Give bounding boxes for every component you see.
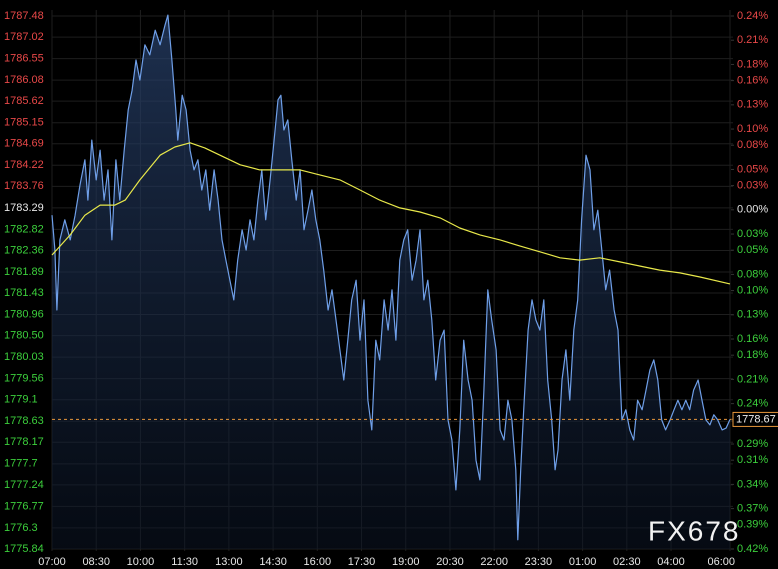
y-tick-label: 1777.7 — [4, 458, 38, 470]
y2-tick-label: 0.08% — [737, 139, 768, 151]
y2-tick-label: 0.37% — [737, 503, 768, 515]
y2-tick-label: 0.39% — [737, 519, 768, 531]
y2-tick-label: 0.05% — [737, 163, 768, 175]
y2-tick-label: 0.16% — [737, 333, 768, 345]
y2-tick-label: 0.05% — [737, 244, 768, 256]
y-tick-label: 1786.08 — [4, 74, 44, 86]
y2-tick-label: 0.21% — [737, 34, 768, 46]
y2-tick-label: 0.24% — [737, 10, 768, 22]
y2-tick-label: 0.18% — [737, 58, 768, 70]
x-tick-label: 13:00 — [215, 556, 243, 568]
y2-tick-label: 0.03% — [737, 228, 768, 240]
x-tick-label: 19:00 — [392, 556, 420, 568]
x-tick-label: 11:30 — [171, 556, 198, 568]
axes: 1787.48 1787.02 1786.55 1786.08 1785.62 1785.… — [4, 10, 778, 568]
y2-tick-label: 0.21% — [737, 373, 768, 385]
y2-tick-label: 0.24% — [737, 398, 768, 410]
y-tick-label: 1780.03 — [4, 351, 44, 363]
y2-tick-label: 0.29% — [737, 438, 768, 450]
y-tick-label: 1782.36 — [4, 244, 44, 256]
y2-tick-label: 0.00% — [737, 204, 768, 216]
y-tick-label: 1779.1 — [4, 394, 38, 406]
y2-tick-label: 0.13% — [737, 99, 768, 111]
x-tick-label: 17:30 — [348, 556, 376, 568]
y2-tick-label: 0.10% — [737, 123, 768, 135]
y-tick-label: 1776.77 — [4, 500, 44, 512]
y-tick-label: 1779.56 — [4, 373, 44, 385]
last-price-label: 1778.67 — [736, 413, 776, 425]
y-tick-label: 1784.69 — [4, 138, 44, 150]
x-tick-label: 02:30 — [613, 556, 641, 568]
x-tick-label: 10:00 — [127, 556, 155, 568]
y-tick-label: 1784.22 — [4, 159, 44, 171]
x-tick-label: 20:30 — [436, 556, 464, 568]
y-tick-label: 1780.50 — [4, 330, 44, 342]
y-tick-label: 1782.82 — [4, 223, 44, 235]
y2-tick-label: 0.03% — [737, 179, 768, 191]
y-tick-label: 1783.76 — [4, 180, 44, 192]
y-tick-label: 1785.15 — [4, 117, 44, 129]
y2-tick-label: 0.31% — [737, 454, 768, 466]
y-tick-label: 1786.55 — [4, 52, 44, 64]
y-tick-label: 1785.62 — [4, 95, 44, 107]
price-line — [51, 14, 731, 541]
y2-tick-label: 0.42% — [737, 543, 768, 555]
last-price-box — [732, 411, 778, 427]
x-tick-label: 16:00 — [304, 556, 332, 568]
x-tick-label: 07:00 — [38, 556, 66, 568]
y-tick-label: 1776.3 — [4, 522, 38, 534]
y2-tick-label: 0.10% — [737, 284, 768, 296]
y-tick-label: 1781.89 — [4, 266, 44, 278]
x-tick-label: 08:30 — [82, 556, 110, 568]
y2-tick-label: 0.18% — [737, 349, 768, 361]
y2-tick-label: 0.16% — [737, 75, 768, 87]
y-tick-label: 1777.24 — [4, 479, 44, 491]
average-line — [51, 142, 731, 285]
watermark: FX678 — [648, 515, 741, 546]
x-tick-label: 22:00 — [480, 556, 508, 568]
y-tick-label: 1778.63 — [4, 415, 44, 427]
y-tick-label: 1775.84 — [4, 543, 44, 555]
x-tick-label: 23:30 — [525, 556, 553, 568]
y2-tick-label: 0.13% — [737, 309, 768, 321]
x-tick-label: 14:30 — [259, 556, 287, 568]
plot — [51, 14, 733, 550]
x-tick-label: 04:00 — [657, 556, 685, 568]
y-tick-label: 1781.43 — [4, 287, 44, 299]
y-tick-label: 1780.96 — [4, 308, 44, 320]
y-tick-label: 1778.17 — [4, 436, 44, 448]
x-tick-label: 06:00 — [707, 556, 735, 568]
y-tick-label: 1783.29 — [4, 202, 44, 214]
x-tick-label: 01:00 — [569, 556, 597, 568]
y2-tick-label: 0.08% — [737, 268, 768, 280]
y2-tick-label: 0.34% — [737, 478, 768, 490]
y-tick-label: 1787.02 — [4, 31, 44, 43]
y-tick-label: 1787.48 — [4, 10, 44, 22]
